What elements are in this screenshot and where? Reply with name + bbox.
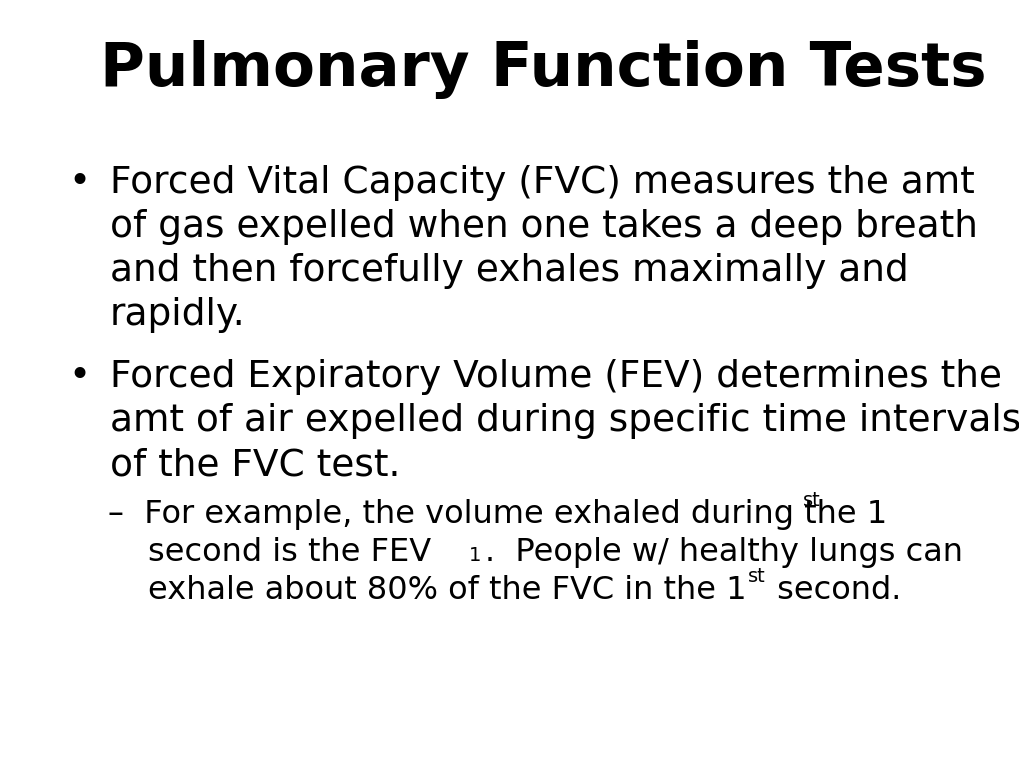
- Text: second is the FEV: second is the FEV: [148, 537, 431, 568]
- Text: rapidly.: rapidly.: [110, 297, 246, 333]
- Text: exhale about 80% of the FVC in the 1: exhale about 80% of the FVC in the 1: [148, 575, 746, 606]
- Text: Pulmonary Function Tests: Pulmonary Function Tests: [100, 40, 985, 99]
- Text: •: •: [68, 165, 90, 201]
- Text: and then forcefully exhales maximally and: and then forcefully exhales maximally an…: [110, 253, 908, 289]
- Text: 1: 1: [469, 546, 481, 565]
- Text: Forced Vital Capacity (FVC) measures the amt: Forced Vital Capacity (FVC) measures the…: [110, 165, 974, 201]
- Text: .  People w/ healthy lungs can: . People w/ healthy lungs can: [484, 537, 962, 568]
- Text: –  For example, the volume exhaled during the 1: – For example, the volume exhaled during…: [108, 499, 887, 530]
- Text: of the FVC test.: of the FVC test.: [110, 447, 400, 483]
- Text: amt of air expelled during specific time intervals: amt of air expelled during specific time…: [110, 403, 1019, 439]
- Text: second.: second.: [766, 575, 901, 606]
- Text: Forced Expiratory Volume (FEV) determines the: Forced Expiratory Volume (FEV) determine…: [110, 359, 1001, 395]
- Text: st: st: [747, 567, 765, 586]
- Text: st: st: [802, 491, 820, 510]
- Text: of gas expelled when one takes a deep breath: of gas expelled when one takes a deep br…: [110, 209, 977, 245]
- Text: •: •: [68, 359, 90, 395]
